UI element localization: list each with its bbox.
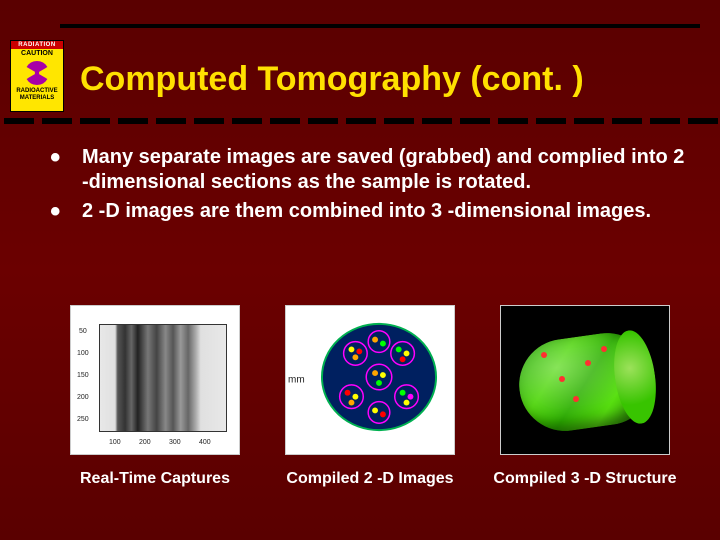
materials-label: RADIOACTIVE MATERIALS xyxy=(11,88,63,101)
trefoil-icon xyxy=(24,60,50,86)
figure-2d: mm xyxy=(275,305,465,488)
figure-caption: Real-Time Captures xyxy=(80,469,230,488)
top-rule xyxy=(60,24,700,28)
x-tick: 100 xyxy=(109,439,121,446)
x-tick: 200 xyxy=(139,439,151,446)
dashed-rule xyxy=(0,118,720,124)
figure-realtime: 50 100 150 200 250 100 200 300 400 Real-… xyxy=(60,305,250,488)
bullet-item: Many separate images are saved (grabbed)… xyxy=(50,145,690,195)
figure-row: 50 100 150 200 250 100 200 300 400 Real-… xyxy=(60,305,680,488)
caution-label: CAUTION xyxy=(21,49,53,58)
radiation-sign: RADIATION CAUTION RADIOACTIVE MATERIALS xyxy=(10,40,64,112)
y-tick: 200 xyxy=(77,394,89,401)
cross-section-icon xyxy=(316,318,442,436)
figure-caption: Compiled 3 -D Structure xyxy=(493,469,676,488)
figure-image xyxy=(500,305,670,455)
figure-image: 50 100 150 200 250 100 200 300 400 xyxy=(70,305,240,455)
radiation-banner: RADIATION xyxy=(11,41,63,49)
bullet-item: 2 -D images are them combined into 3 -di… xyxy=(50,199,690,224)
x-tick: 400 xyxy=(199,439,211,446)
figure-3d: Compiled 3 -D Structure xyxy=(490,305,680,488)
figure-caption: Compiled 2 -D Images xyxy=(286,469,453,488)
x-tick: 300 xyxy=(169,439,181,446)
figure-image: mm xyxy=(285,305,455,455)
slide-title: Computed Tomography (cont. ) xyxy=(80,60,700,99)
y-tick: 50 xyxy=(79,328,87,335)
bullet-list: Many separate images are saved (grabbed)… xyxy=(50,145,690,228)
y-tick: 250 xyxy=(77,416,89,423)
y-tick: 150 xyxy=(77,372,89,379)
y-tick: 100 xyxy=(77,350,89,357)
axis-label: mm xyxy=(288,375,305,386)
